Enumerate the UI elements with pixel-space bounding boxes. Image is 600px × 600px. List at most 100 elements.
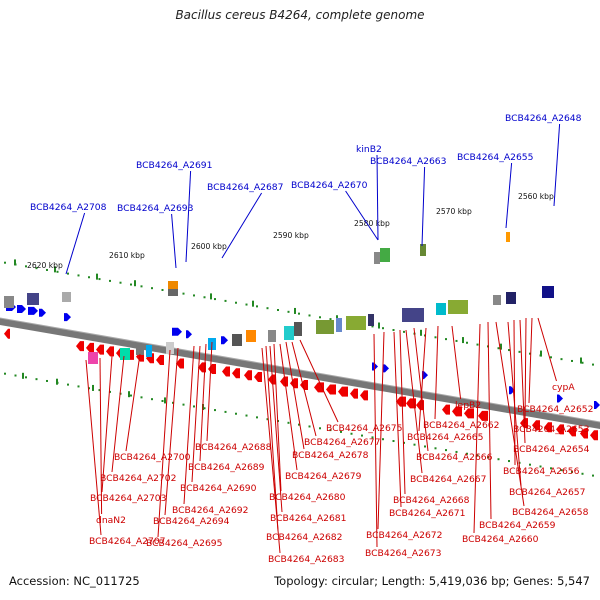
ruler-dot [151,398,153,401]
reverse-gene-leader [528,317,533,404]
scale-tick-label: 2620 kbp [27,261,63,270]
ruler-dot [182,292,185,295]
ruler-dot [224,410,227,413]
reverse-gene-label: BCB4264_A2679 [285,471,362,482]
ruler-dot [56,270,59,273]
ruler-dot [161,288,164,291]
ruler-tick [56,378,58,385]
reverse-gene-label: BCB4264_A2668 [393,495,470,506]
reverse-gene-label: BCB4264_A2681 [270,513,347,524]
gene-feature-block [374,252,380,264]
ruler-dot [529,352,531,355]
ruler-dot [529,463,531,466]
ruler-dot [35,267,38,270]
gene-feature-block [542,286,554,298]
reverse-gene-leader [111,355,125,473]
reverse-gene-label: BCB4264_A2652 [517,404,594,415]
reverse-gene-label: BCB4264_A2683 [268,554,345,565]
ruler-dot [581,361,584,364]
reverse-gene-label: BCB4264_A2689 [188,462,265,473]
ruler-dot [508,460,510,463]
ruler-dot [14,374,17,377]
reverse-gene-arrow [290,378,298,389]
ruler-dot [350,432,353,435]
ruler-dot [98,278,101,281]
ruler-dot [550,467,552,470]
ruler-tick [54,266,56,273]
gene-feature-block [88,352,98,364]
ruler-dot [560,469,563,472]
ruler-dot [214,298,216,301]
forward-gene-arrow [172,327,182,336]
ruler-tick [500,343,502,350]
gene-feature-block [232,334,242,346]
forward-gene-leader [65,212,86,275]
gene-feature-block [27,293,39,305]
reverse-gene-arrow [232,368,240,379]
ruler-dot [245,303,248,306]
ruler-dot [497,347,500,350]
ruler-dot [277,309,279,312]
ruler-dot [161,399,164,402]
reverse-gene-arrow [590,430,598,441]
reverse-gene-leader [537,317,557,382]
accession-text: Accession: NC_011725 [9,574,140,588]
reverse-gene-arrow [464,408,474,419]
reverse-gene-leader [261,347,281,554]
ruler-dot [371,325,374,328]
reverse-gene-label: BCB4264_A2657 [509,487,586,498]
ruler-dot [392,440,395,443]
reverse-gene-leader [434,325,439,420]
forward-gene-leader [221,192,263,259]
forward-gene-label: BCB4264_A2691 [136,160,213,171]
reverse-gene-label: BCB4264_A2695 [146,538,223,549]
reverse-gene-arrow [580,428,588,439]
ruler-dot [413,443,416,446]
gene-feature-block [493,295,501,305]
ruler-tick [378,322,380,329]
reverse-gene-arrow [338,386,348,397]
reverse-gene-label: BCB4264_A2707 [89,536,166,547]
reverse-gene-leader [393,331,402,508]
ruler-dot [109,279,111,282]
reverse-gene-arrow [280,376,288,387]
reverse-gene-leader [519,319,526,444]
reverse-gene-label: BCB4264_A2654 [513,444,590,455]
gene-feature-block [402,308,424,322]
forward-gene-arrow [64,313,71,322]
forward-gene-arrow [17,304,26,313]
forward-gene-arrow [422,371,428,380]
ruler-dot [235,301,237,304]
reverse-gene-label: BCB4264_A2659 [479,520,556,531]
reverse-gene-leader [473,323,481,534]
ruler-dot [592,363,594,366]
reverse-gene-label: BCB4264_A2662 [423,420,500,431]
reverse-gene-leader [99,357,103,515]
ruler-dot [361,434,363,437]
reverse-gene-label: lepB2 [455,400,481,411]
forward-gene-arrow [186,330,192,339]
reverse-gene-label: BCB4264_A2656 [503,466,580,477]
ruler-tick [580,357,582,364]
ruler-dot [403,441,405,444]
ruler-dot [182,403,185,406]
ruler-dot [497,458,500,461]
gene-feature-block [168,281,178,289]
reverse-gene-label: BCB4264_A2690 [180,483,257,494]
reverse-gene-label: BCB4264_A2675 [326,423,403,434]
forward-gene-label: BCB4264_A2687 [207,182,284,193]
ruler-dot [88,276,90,279]
ruler-dot [424,445,426,448]
forward-gene-leader [421,166,426,247]
ruler-dot [140,396,143,399]
ruler-tick [22,372,24,379]
reverse-gene-label: BCB4264_A2677 [304,437,381,448]
reverse-gene-arrow [314,382,324,393]
forward-gene-leader [553,123,561,207]
ruler-dot [550,356,552,359]
reverse-gene-label: BCB4264_A2671 [389,508,466,519]
ruler-dot [25,376,27,379]
gene-feature-block [506,292,516,304]
gene-feature-block [166,342,174,354]
